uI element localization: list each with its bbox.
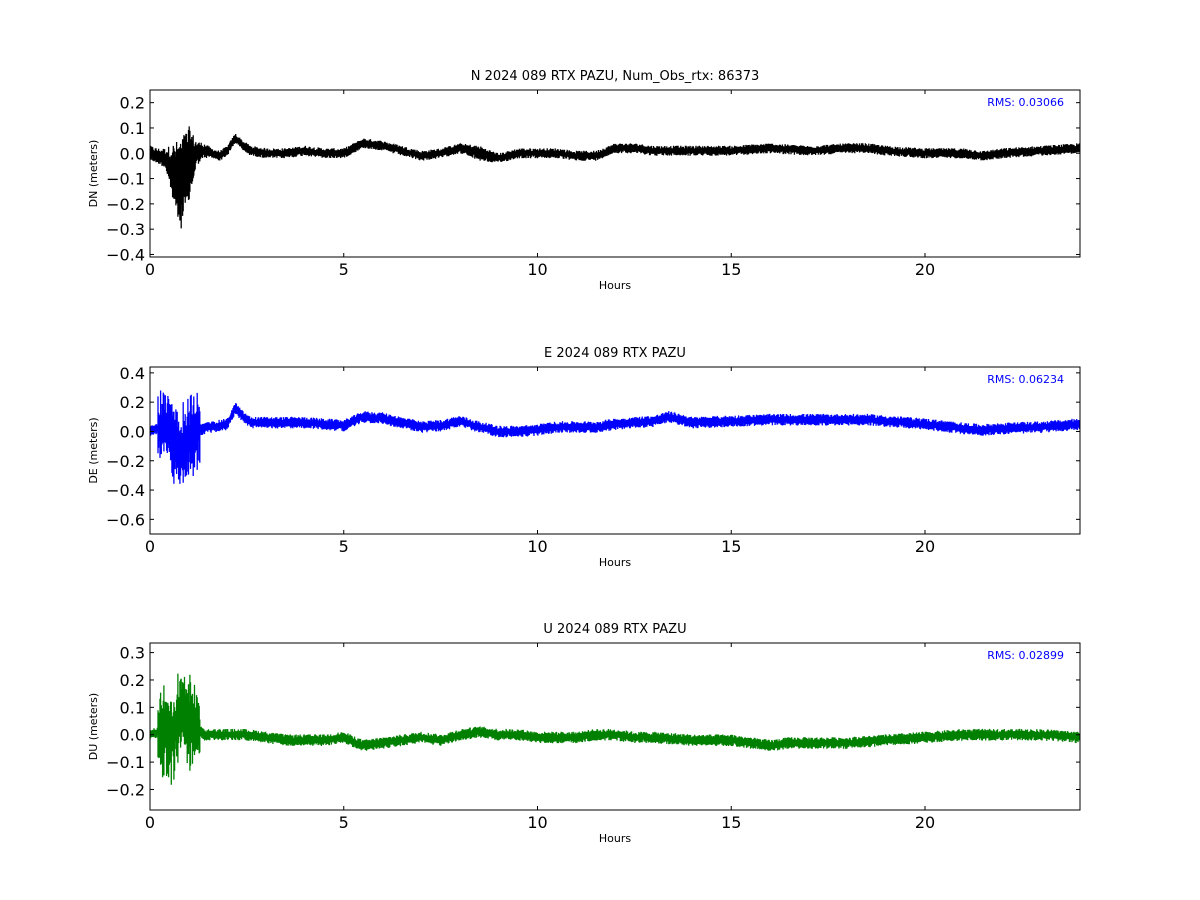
chart-panels: 0 5 10 15 20 −0.4 −0.3 −0.2 −0.1 0.0 0.1 0.2 N 2024 … bbox=[87, 69, 1081, 845]
series-centerline bbox=[150, 407, 1080, 455]
y-tick-label: −0.6 bbox=[106, 510, 145, 529]
x-tick-label: 10 bbox=[527, 813, 547, 832]
y-tick-label: −0.1 bbox=[106, 170, 145, 189]
axes-frame bbox=[149, 366, 1081, 535]
y-tick-label: −0.4 bbox=[106, 245, 145, 264]
chart-title: U 2024 089 RTX PAZU bbox=[543, 622, 686, 637]
y-tick-label: 0.1 bbox=[120, 698, 145, 717]
y-axis-label: DU (meters) bbox=[87, 693, 100, 760]
y-axis-label: DN (meters) bbox=[87, 140, 100, 208]
x-tick-label: 15 bbox=[721, 537, 741, 556]
x-tick-label: 5 bbox=[339, 813, 349, 832]
x-tick-label: 15 bbox=[721, 260, 741, 279]
x-tick-label: 10 bbox=[527, 537, 547, 556]
x-tick-label: 20 bbox=[915, 537, 935, 556]
panel-east: 0 5 10 15 20 −0.6 −0.4 −0.2 0.0 0.2 0.4 E 2024 089 … bbox=[87, 346, 1081, 569]
rms-annotation: RMS: 0.06234 bbox=[987, 373, 1064, 386]
x-axis-label: Hours bbox=[599, 556, 631, 569]
y-tick-label: 0.0 bbox=[120, 422, 145, 441]
chart-title: E 2024 089 RTX PAZU bbox=[544, 346, 686, 361]
y-tick-label: 0.2 bbox=[120, 671, 145, 690]
x-tick-label: 5 bbox=[339, 537, 349, 556]
y-tick-label: 0.3 bbox=[120, 644, 145, 663]
x-tick-label: 20 bbox=[915, 813, 935, 832]
x-tick-label: 0 bbox=[145, 537, 155, 556]
series-centerline bbox=[150, 137, 1080, 185]
y-tick-label: 0.2 bbox=[120, 94, 145, 113]
panel-north: 0 5 10 15 20 −0.4 −0.3 −0.2 −0.1 0.0 0.1 0.2 N 2024 … bbox=[87, 69, 1081, 292]
x-tick-label: 5 bbox=[339, 260, 349, 279]
x-tick-label: 10 bbox=[527, 260, 547, 279]
y-tick-label: −0.3 bbox=[106, 220, 145, 239]
series-trace-east bbox=[150, 390, 1080, 484]
y-tick-label: −0.2 bbox=[106, 452, 145, 471]
y-tick-label: −0.1 bbox=[106, 753, 145, 772]
panel-up: 0 5 10 15 20 −0.2 −0.1 0.0 0.1 0.2 0.3 U 2024 089 R… bbox=[87, 622, 1081, 845]
y-tick-label: 0.1 bbox=[120, 119, 145, 138]
series-centerline bbox=[150, 705, 1080, 747]
y-tick-label: 0.0 bbox=[120, 726, 145, 745]
x-tick-label: 0 bbox=[145, 260, 155, 279]
x-axis-label: Hours bbox=[599, 832, 631, 845]
x-tick-label: 0 bbox=[145, 813, 155, 832]
series-trace-up bbox=[150, 673, 1080, 785]
y-tick-label: −0.4 bbox=[106, 481, 145, 500]
y-axis-label: DE (meters) bbox=[87, 417, 100, 483]
x-tick-label: 20 bbox=[915, 260, 935, 279]
x-tick-label: 15 bbox=[721, 813, 741, 832]
chart-title: N 2024 089 RTX PAZU, Num_Obs_rtx: 86373 bbox=[471, 69, 760, 84]
y-tick-label: −0.2 bbox=[106, 195, 145, 214]
rms-annotation: RMS: 0.02899 bbox=[987, 649, 1064, 662]
y-tick-label: 0.4 bbox=[120, 364, 145, 383]
x-axis-label: Hours bbox=[599, 279, 631, 292]
y-tick-label: −0.2 bbox=[106, 780, 145, 799]
axes-frame bbox=[149, 89, 1081, 258]
axes-frame bbox=[149, 642, 1081, 811]
rms-annotation: RMS: 0.03066 bbox=[987, 96, 1064, 109]
series-trace-north bbox=[150, 126, 1080, 229]
y-tick-label: 0.0 bbox=[120, 144, 145, 163]
y-tick-label: 0.2 bbox=[120, 393, 145, 412]
